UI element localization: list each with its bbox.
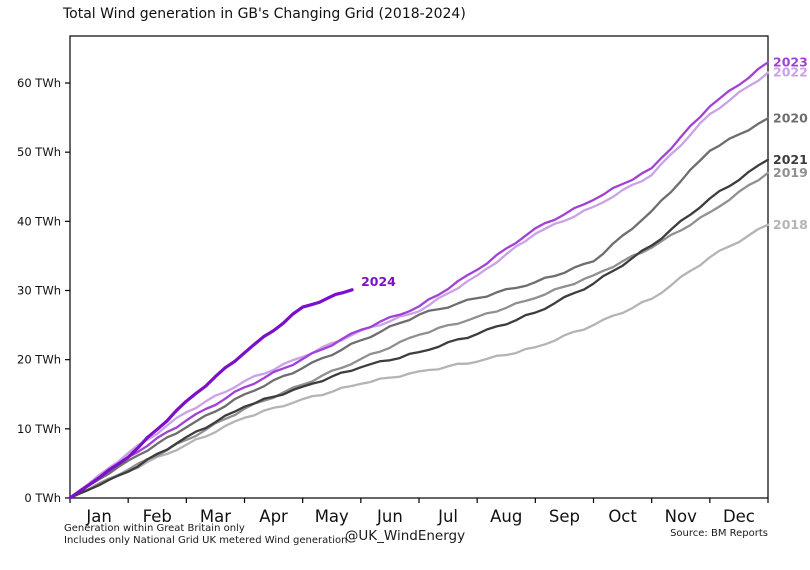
series-label-2018: 2018 — [773, 217, 808, 232]
series-label-2024: 2024 — [361, 274, 396, 289]
month-label-sep: Sep — [549, 507, 580, 526]
month-label-jul: Jul — [437, 507, 458, 526]
series-label-2022: 2022 — [773, 65, 808, 80]
series-line-2021 — [68, 158, 770, 500]
y-tick-label: 30 TWh — [17, 284, 61, 298]
series-label-2020: 2020 — [773, 110, 808, 125]
month-label-jun: Jun — [376, 507, 403, 526]
series-label-2023: 2023 — [773, 54, 808, 69]
y-tick-label: 10 TWh — [17, 422, 61, 436]
footnote-metered-wind: Includes only National Grid UK metered W… — [64, 535, 348, 546]
month-label-oct: Oct — [608, 507, 637, 526]
series-line-2022 — [68, 71, 770, 500]
month-label-may: May — [315, 507, 349, 526]
y-tick-label: 60 TWh — [17, 76, 61, 90]
series-label-2021: 2021 — [773, 152, 808, 167]
source-note: Source: BM Reports — [670, 528, 768, 539]
y-tick-label: 20 TWh — [17, 353, 61, 367]
y-tick-label: 0 TWh — [24, 491, 61, 505]
month-label-jan: Jan — [85, 507, 111, 526]
series-line-2024 — [68, 288, 354, 500]
series-line-2020 — [68, 117, 770, 500]
series-line-2023 — [68, 61, 770, 500]
month-label-feb: Feb — [143, 507, 172, 526]
month-label-nov: Nov — [665, 507, 697, 526]
series-label-2019: 2019 — [773, 165, 808, 180]
month-label-mar: Mar — [200, 507, 231, 526]
y-tick-label: 40 TWh — [17, 214, 61, 228]
twitter-handle: @UK_WindEnergy — [344, 528, 466, 544]
month-label-apr: Apr — [259, 507, 288, 526]
footnote-gb-only: Generation within Great Britain only — [64, 523, 245, 534]
chart-title: Total Wind generation in GB's Changing G… — [63, 6, 466, 22]
y-tick-label: 50 TWh — [17, 145, 61, 159]
month-label-dec: Dec — [723, 507, 755, 526]
series-line-2019 — [68, 171, 770, 500]
month-label-aug: Aug — [490, 507, 522, 526]
series-line-2018 — [68, 223, 770, 500]
